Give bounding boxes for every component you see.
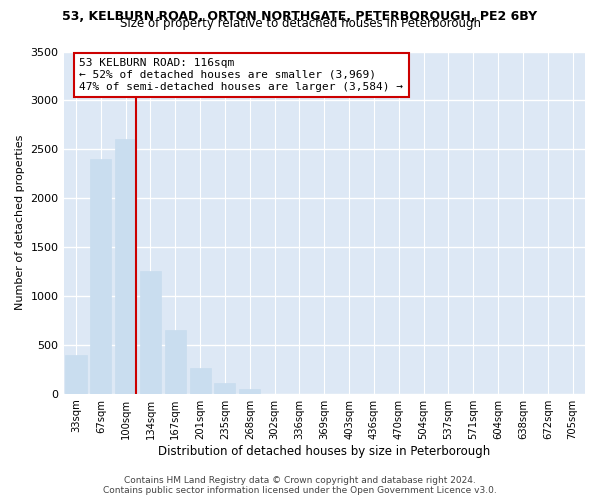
Text: 53 KELBURN ROAD: 116sqm
← 52% of detached houses are smaller (3,969)
47% of semi: 53 KELBURN ROAD: 116sqm ← 52% of detache… [79, 58, 403, 92]
Bar [140, 272, 161, 394]
Bar [239, 390, 260, 394]
Bar [115, 140, 136, 394]
Text: Contains HM Land Registry data © Crown copyright and database right 2024.
Contai: Contains HM Land Registry data © Crown c… [103, 476, 497, 495]
Bar [65, 354, 86, 394]
X-axis label: Distribution of detached houses by size in Peterborough: Distribution of detached houses by size … [158, 444, 490, 458]
Bar [90, 159, 112, 394]
Bar [165, 330, 186, 394]
Text: Size of property relative to detached houses in Peterborough: Size of property relative to detached ho… [119, 18, 481, 30]
Text: 53, KELBURN ROAD, ORTON NORTHGATE, PETERBOROUGH, PE2 6BY: 53, KELBURN ROAD, ORTON NORTHGATE, PETER… [62, 10, 538, 23]
Bar [214, 384, 235, 394]
Y-axis label: Number of detached properties: Number of detached properties [15, 135, 25, 310]
Bar [190, 368, 211, 394]
